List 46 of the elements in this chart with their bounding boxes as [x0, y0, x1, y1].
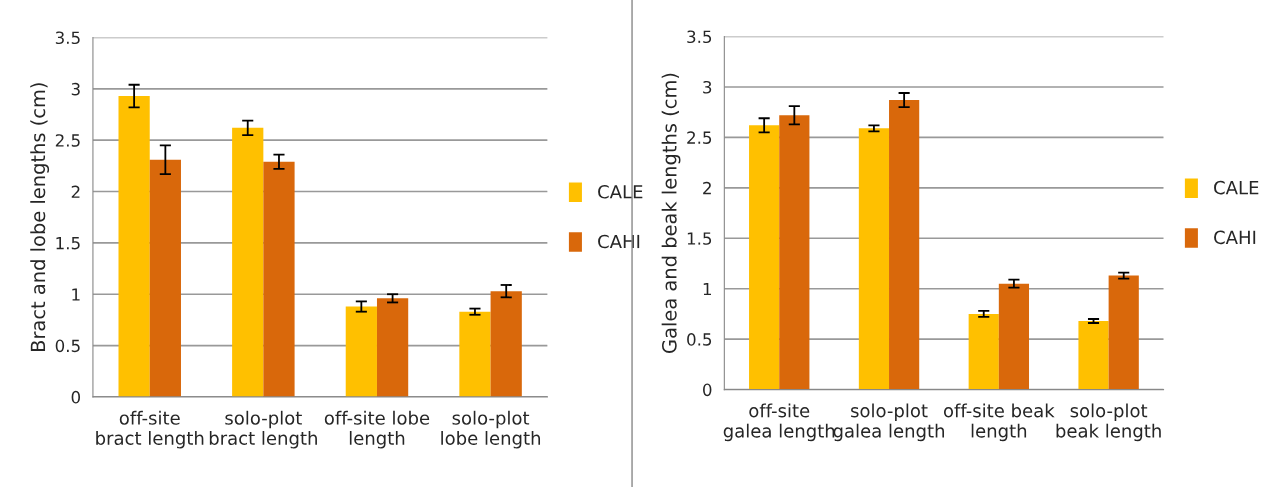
- x-tick-label: off-site lobe length: [324, 410, 430, 449]
- y-tick-label: 3: [71, 82, 80, 96]
- y-tick-label: 3.5: [687, 30, 712, 44]
- y-tick-label: 2: [703, 181, 711, 195]
- x-tick-label: solo-plot bract length: [209, 410, 317, 449]
- y-tick-label: 2: [71, 185, 80, 198]
- bar: [779, 115, 810, 390]
- legend-label: CALE: [1214, 180, 1259, 195]
- x-tick-label: solo-plot galea length: [833, 403, 944, 442]
- bar: [1108, 275, 1139, 390]
- bar: [263, 161, 295, 397]
- y-tick-label: 1.5: [687, 232, 712, 245]
- y-tick-label: 1: [703, 282, 711, 296]
- legend-label: CALE: [598, 184, 643, 199]
- bar: [968, 313, 999, 390]
- x-tick-label: off-site bract length: [96, 410, 204, 449]
- y-tick-label: 1: [72, 288, 80, 301]
- legend-label: CAHI: [1214, 230, 1256, 245]
- x-tick-label: solo-plot lobe length: [441, 410, 541, 449]
- y-tick-label: 0.5: [687, 333, 712, 346]
- bar: [459, 311, 491, 397]
- y-tick-label: 0: [703, 383, 712, 397]
- bar: [889, 100, 920, 390]
- y-tick-label: 1.5: [56, 237, 80, 250]
- y-axis-title: Galea and beak lengths (cm): [661, 73, 681, 353]
- y-axis-title: Bract and lobe lengths (cm): [30, 83, 50, 351]
- x-tick-label: off-site galea length: [723, 403, 835, 442]
- y-tick-label: 3.5: [55, 31, 80, 45]
- bar: [149, 159, 181, 397]
- y-tick-label: 2.5: [55, 134, 80, 147]
- bar: [376, 298, 409, 397]
- bar: [490, 291, 522, 397]
- x-tick-label: off-site beak length: [943, 403, 1055, 442]
- x-tick-label: solo-plot beak length: [1056, 403, 1161, 442]
- bar: [749, 125, 780, 390]
- y-tick-label: 3: [703, 80, 712, 94]
- bar: [1078, 321, 1109, 390]
- bar: [345, 306, 377, 397]
- bar: [998, 283, 1030, 390]
- legend-label: CAHI: [598, 234, 640, 249]
- y-tick-label: 0: [71, 390, 81, 404]
- y-tick-label: 0.5: [55, 339, 80, 353]
- y-tick-label: 2.5: [687, 131, 712, 144]
- bar: [232, 127, 264, 397]
- bar: [858, 128, 890, 390]
- bar: [118, 96, 150, 397]
